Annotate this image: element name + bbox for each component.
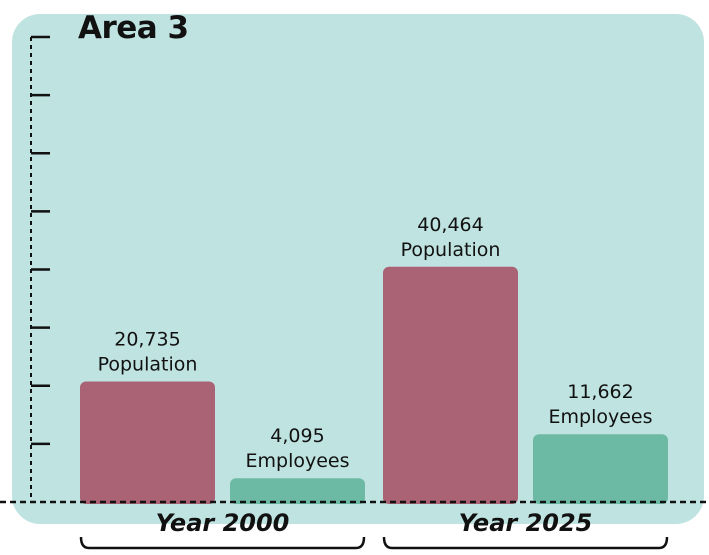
chart-title: Area 3 (78, 10, 189, 46)
x-category-label: Year 2000 (156, 509, 290, 537)
data-label-series-name: Employees (549, 406, 653, 428)
category-groups: Year 2000 Year 2025 (79, 509, 669, 550)
data-label-value: 40,464 (417, 214, 483, 236)
data-label-value: 11,662 (567, 381, 633, 403)
category-bracket (79, 536, 366, 550)
bar-population-2 (383, 266, 518, 504)
y-axis (30, 35, 50, 502)
bars-group (80, 266, 668, 504)
x-category-label: Year 2025 (459, 509, 593, 537)
data-label-value: 4,095 (270, 425, 324, 447)
category-bracket (382, 536, 669, 550)
data-label-series-name: Employees (246, 450, 350, 472)
bar-labels: 20,735 Population 4,095 Employees 40,464 Popu… (98, 214, 653, 472)
data-label-value: 20,735 (114, 328, 180, 350)
bar-population-1 (80, 381, 215, 504)
bar-employees-1 (230, 478, 365, 504)
data-label-series-name: Population (98, 353, 198, 375)
bar-employees-2 (533, 434, 668, 504)
data-label-series-name: Population (401, 239, 501, 261)
